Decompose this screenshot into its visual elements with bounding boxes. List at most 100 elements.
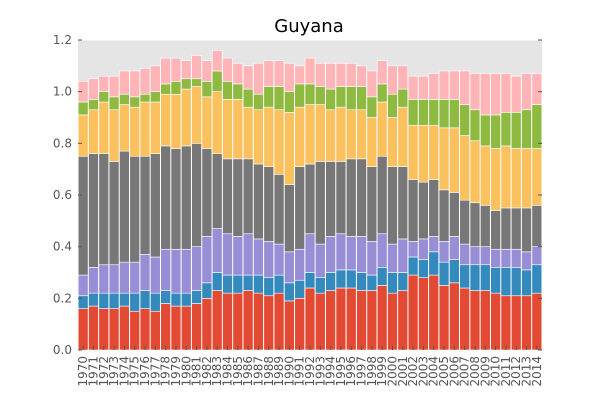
bar-segment [449, 99, 460, 129]
bar-segment [273, 274, 285, 294]
bar-segment [294, 298, 305, 351]
bar-segment [335, 161, 347, 235]
bar-segment [459, 135, 470, 201]
x-tick-label: 1997 [355, 356, 369, 387]
bar-segment [325, 161, 336, 237]
bar-segment [438, 127, 450, 191]
bar-segment [490, 148, 501, 211]
bar-segment [407, 124, 419, 180]
bar-segment [387, 292, 398, 351]
bar-segment [201, 282, 213, 299]
bar-segment [418, 75, 429, 100]
x-tick-label: 1973 [107, 356, 121, 387]
x-tick-label: 2010 [489, 356, 503, 387]
bar-segment [242, 274, 254, 291]
bar-segment [510, 295, 522, 351]
bar-segment [160, 290, 171, 304]
bar-segment [273, 243, 285, 276]
bar-segment [335, 269, 347, 289]
bar-segment [325, 236, 336, 273]
bar-segment [222, 99, 233, 160]
bar-segment [315, 62, 326, 87]
bar-segment [232, 83, 244, 100]
bar-segment [273, 292, 285, 351]
bar-segment [500, 112, 512, 147]
bar-segment [232, 99, 244, 160]
bar-segment [304, 57, 316, 85]
bar-segment [242, 290, 254, 351]
bar-segment [181, 248, 192, 294]
bar-segment [345, 86, 357, 111]
bar-segment [222, 57, 233, 82]
bar-segment [376, 267, 388, 286]
x-tick-label: 2002 [406, 356, 420, 387]
x-tick-label: 1976 [138, 356, 152, 387]
bar-segment [315, 161, 326, 245]
bar-segment [345, 158, 357, 237]
bar-segment [211, 228, 223, 273]
bar-segment [480, 264, 491, 291]
y-tick-label: 0.2 [53, 291, 72, 305]
bar-segment [232, 62, 244, 85]
bar-segment [191, 78, 202, 87]
bar-segment [428, 251, 439, 276]
bar-segment [490, 248, 501, 268]
x-tick-label: 1980 [179, 356, 193, 387]
bar-segment [521, 269, 532, 297]
bar-segment [119, 305, 130, 351]
bar-segment [315, 86, 326, 105]
bar-segment [263, 166, 275, 242]
bar-segment [77, 295, 89, 309]
bar-segment [325, 272, 336, 291]
bar-segment [335, 86, 347, 108]
bar-segment [469, 246, 481, 266]
bar-segment [191, 86, 202, 144]
bar-segment [428, 236, 439, 253]
bar-segment [119, 70, 130, 95]
bar-segment [325, 290, 336, 351]
bar-segment [191, 143, 202, 247]
bar-segment [397, 106, 409, 167]
bar-segment [160, 83, 171, 95]
x-tick-label: 1981 [190, 356, 204, 387]
bar-segment [77, 274, 89, 297]
bar-segment [98, 308, 110, 351]
bar-segment [480, 114, 491, 147]
bar-segment [284, 184, 295, 253]
x-tick-label: 1975 [128, 356, 142, 387]
x-tick-label: 2008 [468, 356, 482, 387]
bar-segment [170, 305, 182, 351]
bar-segment [531, 292, 543, 351]
bar-segment [108, 109, 120, 162]
x-tick-label: 1978 [159, 356, 173, 387]
bar-segment [150, 310, 161, 351]
bar-segment [139, 155, 151, 255]
bar-segment [98, 292, 110, 309]
bar-segment [480, 205, 491, 247]
bar-segment [253, 292, 264, 351]
bar-segment [191, 290, 202, 304]
x-tick-label: 1991 [293, 356, 307, 387]
bar-segment [531, 205, 543, 247]
bar-segment [129, 96, 140, 108]
x-tick-label: 1974 [117, 356, 131, 387]
bar-segment [150, 65, 161, 92]
bar-segment [211, 153, 223, 229]
bar-segment [242, 158, 254, 235]
bar-segment [88, 305, 99, 351]
bar-segment [139, 101, 151, 157]
bar-segment [510, 112, 522, 149]
bar-segment [191, 55, 202, 80]
bar-segment [263, 106, 275, 167]
bar-segment [139, 290, 151, 309]
bar-segment [356, 158, 367, 237]
x-tick-label: 1993 [313, 356, 327, 387]
bar-segment [284, 282, 295, 302]
bar-segment [397, 290, 409, 351]
x-tick-label: 1977 [148, 356, 162, 387]
bar-segment [449, 192, 460, 237]
bar-segment [376, 101, 388, 157]
bar-segment [376, 285, 388, 351]
bar-segment [98, 75, 110, 92]
bar-segment [263, 60, 275, 87]
